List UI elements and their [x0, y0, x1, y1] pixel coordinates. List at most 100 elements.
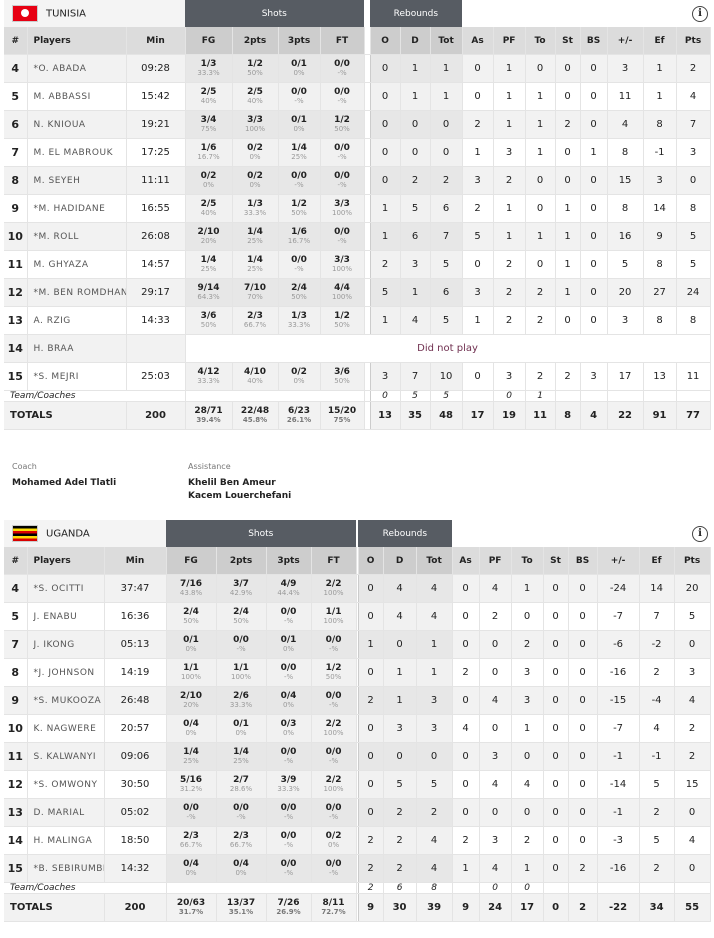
player-name[interactable]: J. ENABU — [27, 602, 105, 631]
player-row[interactable]: 4 *S. OCITTI 37:47 7/16 43.8% 3/7 42.9% 4/9 44.4… — [4, 574, 711, 603]
stat-bs: 0 — [580, 54, 608, 83]
player-name[interactable]: *S. OCITTI — [27, 574, 105, 603]
stat-pts: 0 — [674, 798, 711, 827]
made-attempted: 2/10 — [197, 227, 220, 237]
player-row[interactable]: 10 K. NAGWERE 20:57 0/4 0% 0/1 0% 0/3 0% 2/2 100% 0… — [4, 714, 711, 743]
player-name[interactable]: *S. MEJRI — [27, 362, 127, 391]
player-row[interactable]: 12 *S. OMWONY 30:50 5/16 31.2% 2/7 28.6% 3/9 33.… — [4, 770, 711, 799]
player-name[interactable]: D. MARIAL — [27, 798, 105, 827]
player-row[interactable]: 8 *J. JOHNSON 14:19 1/1 100% 1/1 100% 0/0 -% 1/2 5… — [4, 658, 711, 687]
stat-tot: 5 — [430, 306, 463, 335]
player-name[interactable]: *S. MUKOOZA — [27, 686, 105, 715]
player-number: 13 — [4, 306, 28, 335]
player-row[interactable]: 5 M. ABBASSI 15:42 2/5 40% 2/5 40% 0/0 -% 0/0 -% 0 1… — [4, 82, 711, 111]
player-row[interactable]: 11 M. GHYAZA 14:57 1/4 25% 1/4 25% 0/0 -% 3/3 100%… — [4, 250, 711, 279]
info-icon[interactable]: i — [692, 525, 709, 542]
player-row[interactable]: 13 D. MARIAL 05:02 0/0 -% 0/0 -% 0/0 -% 0/0 -% 0 2 2 0… — [4, 798, 711, 827]
spacer — [364, 401, 371, 430]
player-row[interactable]: 4 *O. ABADA 09:28 1/3 33.3% 1/2 50% 0/1 0% 0/0 -% 0… — [4, 54, 711, 83]
stat-bs: 1 — [580, 138, 608, 167]
totals-o: 9 — [358, 893, 384, 922]
made-attempted: 0/2 — [247, 171, 263, 181]
player-row[interactable]: 10 *M. ROLL 26:08 2/10 20% 1/4 25% 1/6 16.7% 0/0-… — [4, 222, 711, 251]
player-name[interactable]: *O. ABADA — [27, 54, 127, 83]
p3-cell: 0/0 -% — [266, 854, 312, 883]
player-row[interactable]: 9 *M. HADIDANE 16:55 2/5 40% 1/3 33.3% 1/2 50% 3/… — [4, 194, 711, 223]
shots-group-header: Shots — [185, 0, 365, 27]
info-icon[interactable]: i — [692, 5, 709, 22]
player-row[interactable]: 6 N. KNIOUA 19:21 3/4 75% 3/3 100% 0/1 0% 1/2 50% 0… — [4, 110, 711, 139]
made-attempted: 0/1 — [183, 635, 199, 645]
stat-st: 2 — [555, 362, 581, 391]
player-name[interactable]: *M. BEN ROMDHANE — [27, 278, 127, 307]
player-name[interactable]: A. RZIG — [27, 306, 127, 335]
player-name[interactable]: *M. HADIDANE — [27, 194, 127, 223]
stat-pts: 15 — [674, 770, 711, 799]
player-name[interactable]: M. SEYEH — [27, 166, 127, 195]
percentage: 44.4% — [277, 589, 300, 597]
stat-pm: 11 — [607, 82, 644, 111]
stat-o: 0 — [370, 138, 401, 167]
fg-cell: 2/5 40% — [185, 194, 233, 223]
percentage: 25% — [247, 265, 263, 273]
p3-cell: 4/9 44.4% — [266, 574, 312, 603]
player-row[interactable]: 8 M. SEYEH 11:11 0/2 0% 0/2 0% 0/0 -% 0/0 -% 0 2 2 3 2 0… — [4, 166, 711, 195]
stat-pf: 2 — [479, 602, 512, 631]
minutes: 18:50 — [104, 826, 167, 855]
player-name[interactable]: J. IKONG — [27, 630, 105, 659]
player-row[interactable]: 14 H. BRAA Did not play — [4, 334, 711, 363]
percentage: 31.7% — [178, 908, 204, 916]
player-row[interactable]: 12 *M. BEN ROMDHANE 29:17 9/14 64.3% 7/10 70% 2… — [4, 278, 711, 307]
boxscore-table: TUNISIA Shots Rebounds i # Players Min FG 2pts 3p… — [4, 0, 711, 430]
player-row[interactable]: 5 J. ENABU 16:36 2/4 50% 2/4 50% 0/0 -% 1/1 100% 0 4… — [4, 602, 711, 631]
percentage: 70% — [247, 293, 263, 301]
coach-block: Coach Mohamed Adel Tlatli — [12, 462, 116, 490]
ft-cell: 15/20 75% — [320, 401, 365, 430]
player-row[interactable]: 7 J. IKONG 05:13 0/1 0% 0/0 -% 0/1 0% 0/0 -% 1 0 1 0 0 2… — [4, 630, 711, 659]
player-row[interactable]: 11 S. KALWANYI 09:06 1/4 25% 1/4 25% 0/0 -% 0/0 -%… — [4, 742, 711, 771]
stat-pf: 4 — [479, 770, 512, 799]
player-row[interactable]: 13 A. RZIG 14:33 3/6 50% 2/3 66.7% 1/3 33.3% 1/2 5… — [4, 306, 711, 335]
player-number: 10 — [4, 222, 28, 251]
player-name[interactable]: N. KNIOUA — [27, 110, 127, 139]
stat-pm: -14 — [597, 770, 640, 799]
stat-as: 0 — [462, 54, 494, 83]
player-name[interactable]: S. KALWANYI — [27, 742, 105, 771]
made-attempted: 0/0 — [280, 859, 297, 869]
percentage: 100% — [323, 589, 344, 597]
made-attempted: 2/4 — [291, 283, 307, 293]
player-name[interactable]: M. EL MABROUK — [27, 138, 127, 167]
col-d: D — [383, 547, 417, 575]
player-name[interactable]: H. BRAA — [27, 334, 127, 363]
player-name[interactable]: H. MALINGA — [27, 826, 105, 855]
made-attempted: 4/9 — [280, 579, 297, 589]
stat-as: 0 — [462, 82, 494, 111]
player-name[interactable]: *J. JOHNSON — [27, 658, 105, 687]
minutes: 09:28 — [126, 54, 186, 83]
percentage: 0% — [249, 181, 261, 189]
player-name[interactable]: *S. OMWONY — [27, 770, 105, 799]
percentage: 45.8% — [242, 416, 268, 424]
percentage: 35.1% — [228, 908, 254, 916]
percentage: 50% — [334, 125, 350, 133]
player-name[interactable]: *M. ROLL — [27, 222, 127, 251]
percentage: 0% — [282, 645, 295, 653]
player-name[interactable]: K. NAGWERE — [27, 714, 105, 743]
percentage: 33.3% — [197, 69, 220, 77]
player-row[interactable]: 15 *S. MEJRI 25:03 4/12 33.3% 4/10 40% 0/2 0% 3/6… — [4, 362, 711, 391]
player-name[interactable]: M. ABBASSI — [27, 82, 127, 111]
minutes: 19:21 — [126, 110, 186, 139]
player-row[interactable]: 15 *B. SEBIRUMBI 14:32 0/4 0% 0/4 0% 0/0 -% 0/0 -%… — [4, 854, 711, 883]
player-row[interactable]: 9 *S. MUKOOZA 26:48 2/10 20% 2/6 33.3% 0/4 0% 0/0… — [4, 686, 711, 715]
player-name[interactable]: M. GHYAZA — [27, 250, 127, 279]
team-ef — [639, 882, 675, 894]
spacer — [356, 686, 359, 715]
player-name[interactable]: *B. SEBIRUMBI — [27, 854, 105, 883]
player-row[interactable]: 14 H. MALINGA 18:50 2/3 66.7% 2/3 66.7% 0/0 -% 0/… — [4, 826, 711, 855]
totals-tot: 48 — [430, 401, 463, 430]
uganda-flag-icon — [12, 525, 38, 542]
player-row[interactable]: 7 M. EL MABROUK 17:25 1/6 16.7% 0/2 0% 1/4 25% 0/… — [4, 138, 711, 167]
stat-st: 0 — [543, 686, 569, 715]
made-attempted: 1/4 — [233, 747, 249, 757]
stat-ef: 27 — [643, 278, 677, 307]
